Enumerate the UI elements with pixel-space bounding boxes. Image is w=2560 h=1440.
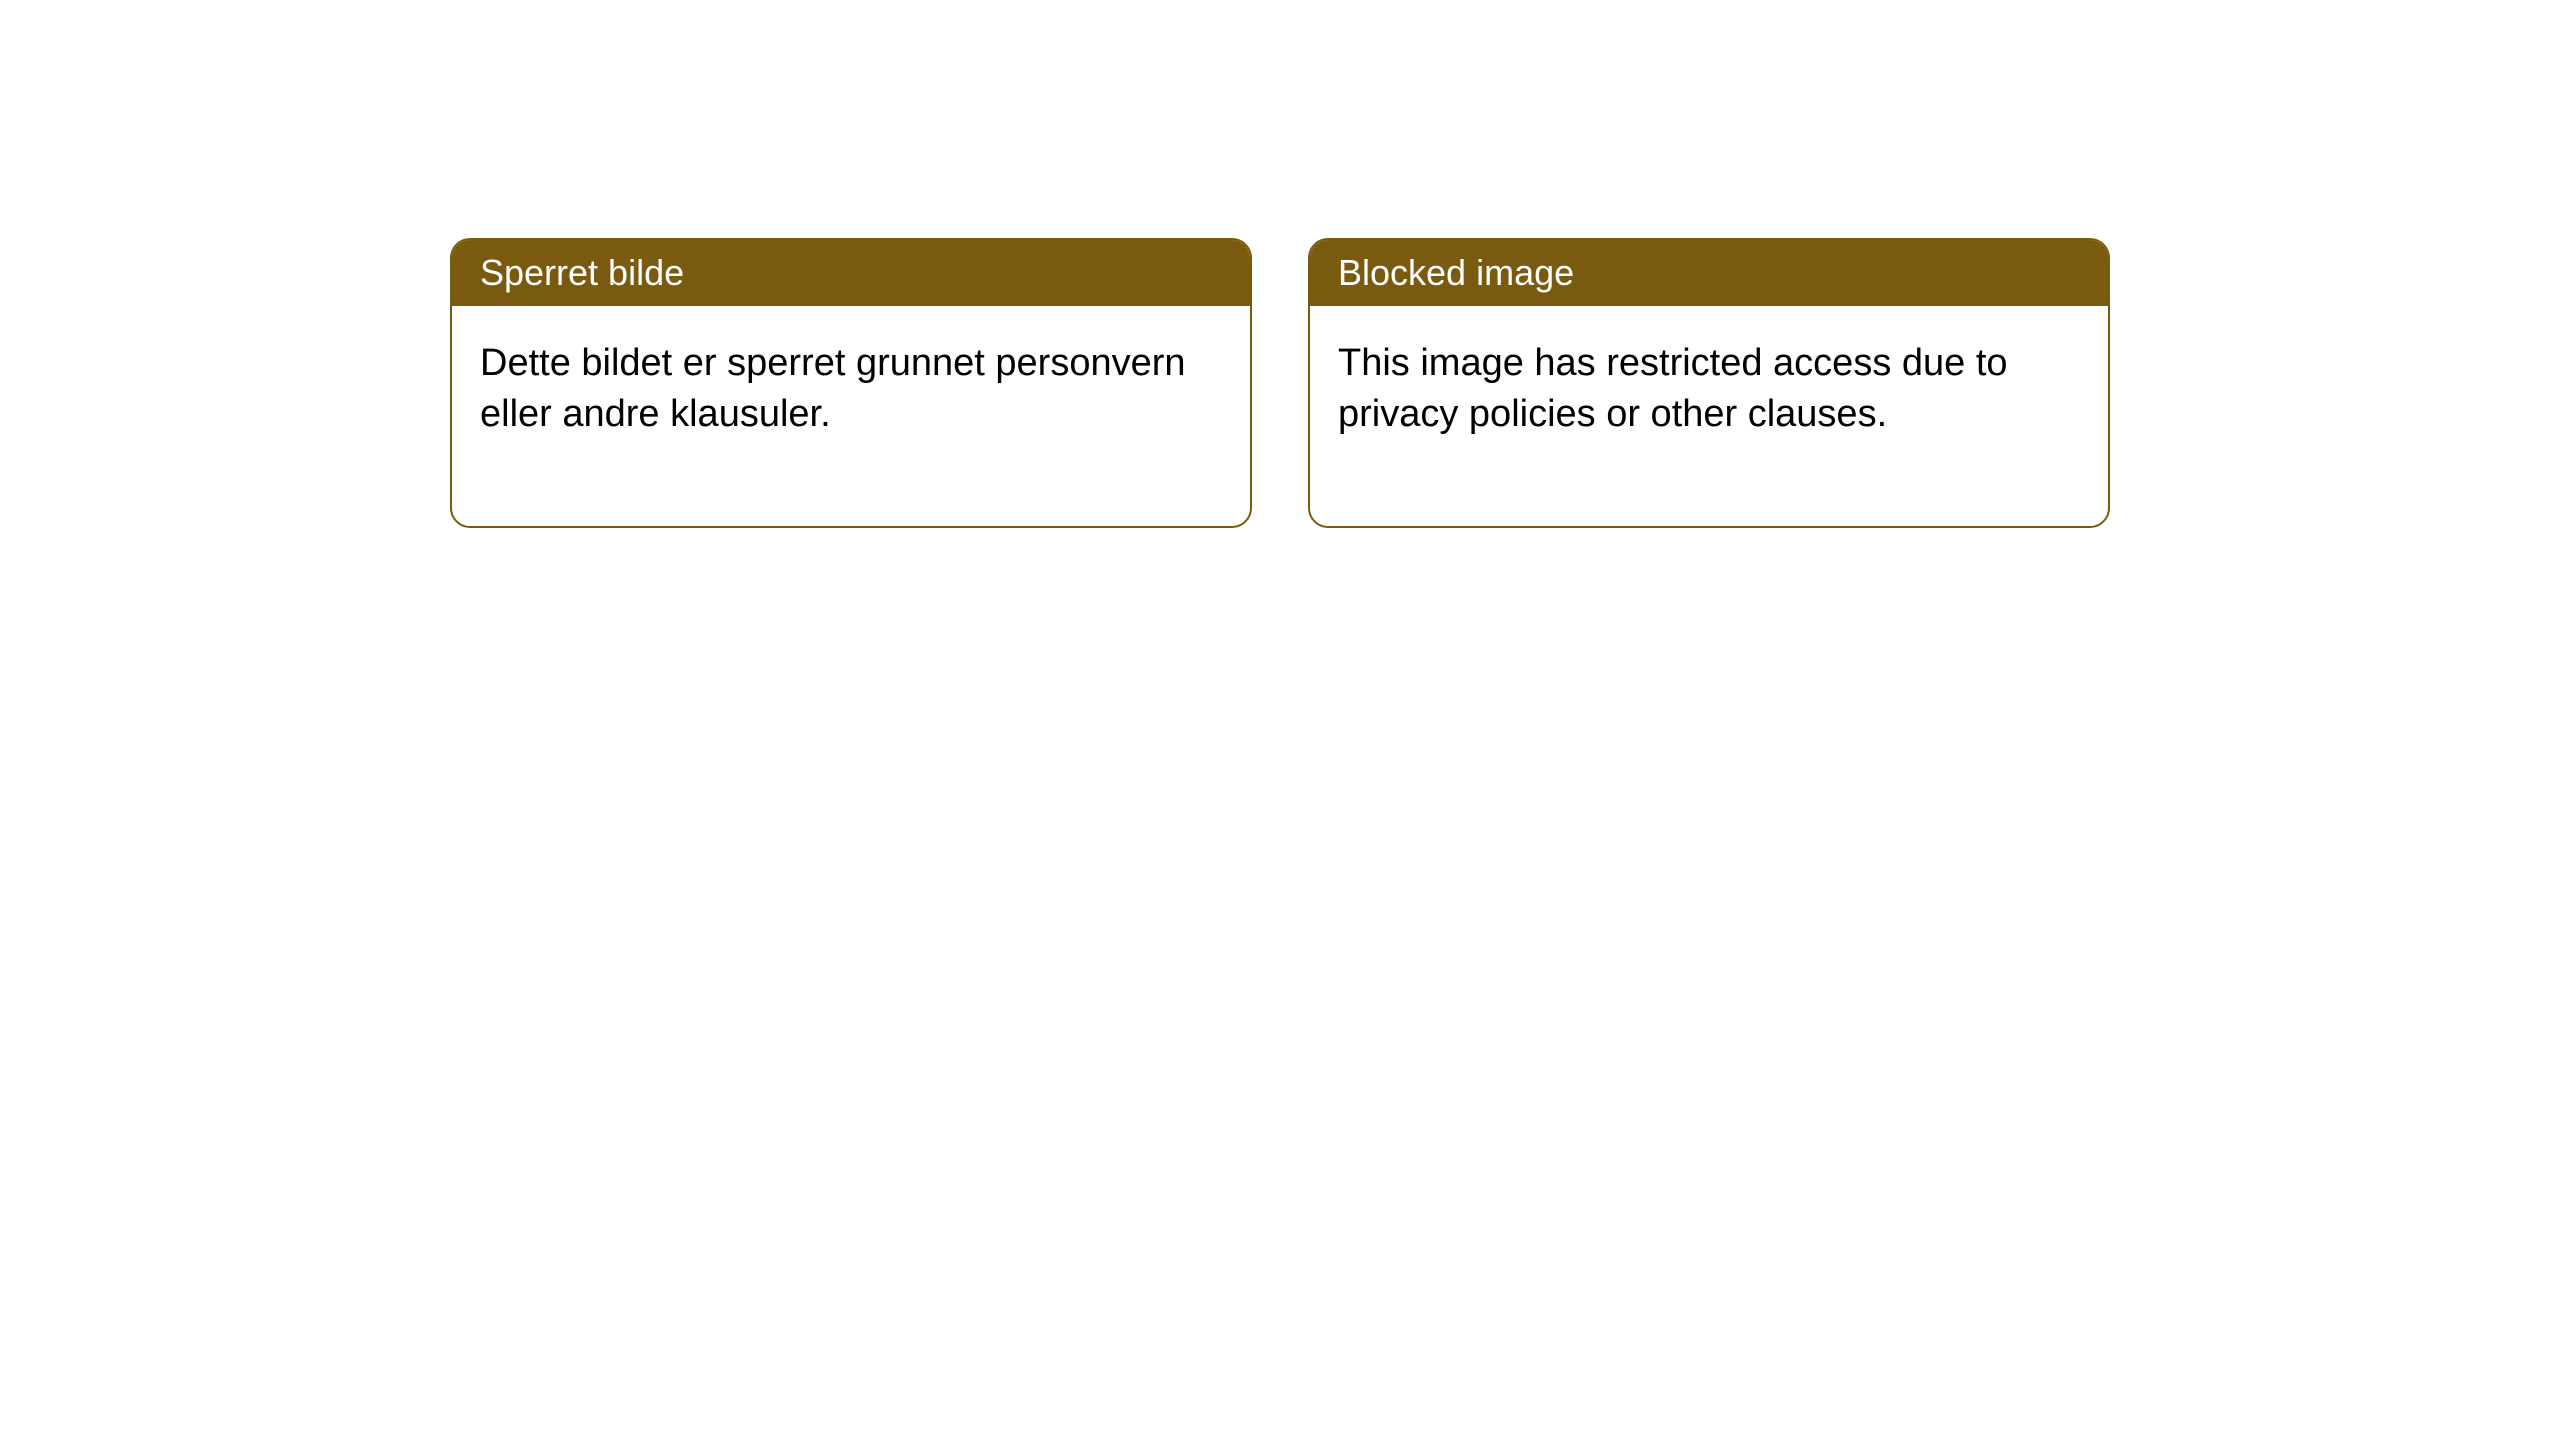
notice-card-english: Blocked image This image has restricted … <box>1308 238 2110 528</box>
card-body-text: This image has restricted access due to … <box>1338 342 2008 435</box>
notice-card-norwegian: Sperret bilde Dette bildet er sperret gr… <box>450 238 1252 528</box>
card-header: Sperret bilde <box>452 240 1250 306</box>
card-title: Blocked image <box>1338 252 1574 293</box>
card-body: This image has restricted access due to … <box>1310 306 2108 526</box>
notice-container: Sperret bilde Dette bildet er sperret gr… <box>450 238 2110 528</box>
card-title: Sperret bilde <box>480 252 684 293</box>
card-header: Blocked image <box>1310 240 2108 306</box>
card-body: Dette bildet er sperret grunnet personve… <box>452 306 1250 526</box>
card-body-text: Dette bildet er sperret grunnet personve… <box>480 342 1186 435</box>
